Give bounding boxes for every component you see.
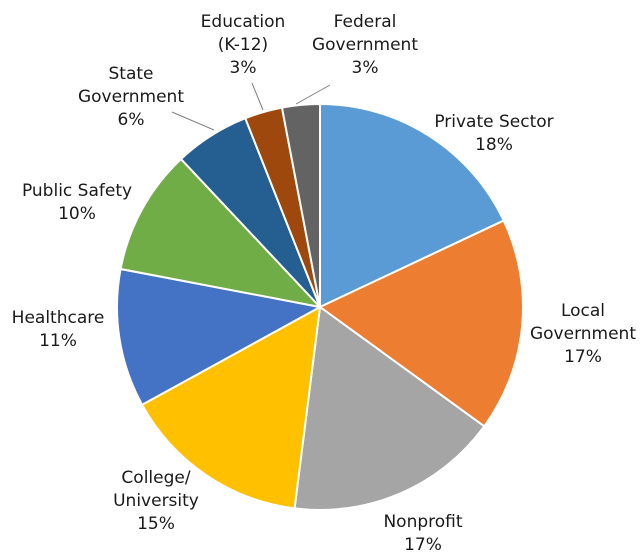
slices-layer [116, 103, 524, 511]
leader-line-state-government [171, 111, 215, 131]
category-label-federal-government-0: Federal [334, 12, 397, 32]
percent-label-federal-government: 3% [352, 58, 379, 78]
leader-line-education-k-12 [251, 82, 264, 111]
leader-lines-layer [171, 82, 331, 131]
pie-slice-federal-government [280, 103, 321, 308]
pie-slice-college-university [141, 306, 321, 510]
category-label-state-government-1: Government [78, 87, 184, 107]
category-label-education-k-12-1: (K-12) [218, 35, 268, 55]
category-label-private-sector-0: Private Sector [434, 112, 553, 132]
percent-label-education-k-12: 3% [230, 58, 257, 78]
category-label-local-government-1: Government [530, 324, 636, 344]
percent-label-public-safety: 10% [58, 204, 96, 224]
category-label-local-government-0: Local [561, 301, 605, 321]
pie-slice-nonprofit [293, 306, 486, 511]
pie-slice-local-government [319, 219, 524, 428]
leader-line-federal-government [295, 84, 331, 105]
category-label-education-k-12-0: Education [201, 12, 286, 32]
percent-label-college-university: 15% [137, 514, 175, 534]
pie-slice-healthcare [116, 267, 321, 406]
category-label-public-safety-0: Public Safety [22, 181, 132, 201]
percent-label-nonprofit: 17% [404, 535, 442, 550]
percent-label-state-government: 6% [118, 110, 145, 130]
category-label-federal-government-1: Government [312, 35, 418, 55]
category-label-nonprofit-0: Nonprofit [383, 512, 462, 532]
percent-label-local-government: 17% [564, 347, 602, 367]
pie-slice-private-sector [319, 103, 505, 308]
category-label-college-university-0: College/ [121, 468, 190, 488]
percent-label-healthcare: 11% [39, 331, 77, 351]
category-label-healthcare-0: Healthcare [12, 308, 105, 328]
category-label-state-government-0: State [109, 64, 154, 84]
percent-label-private-sector: 18% [475, 135, 513, 155]
pie-slice-public-safety [119, 158, 321, 308]
category-label-college-university-1: University [113, 491, 199, 511]
labels-layer: Private Sector 18% Local Government 17% Nonpr… [12, 12, 637, 554]
